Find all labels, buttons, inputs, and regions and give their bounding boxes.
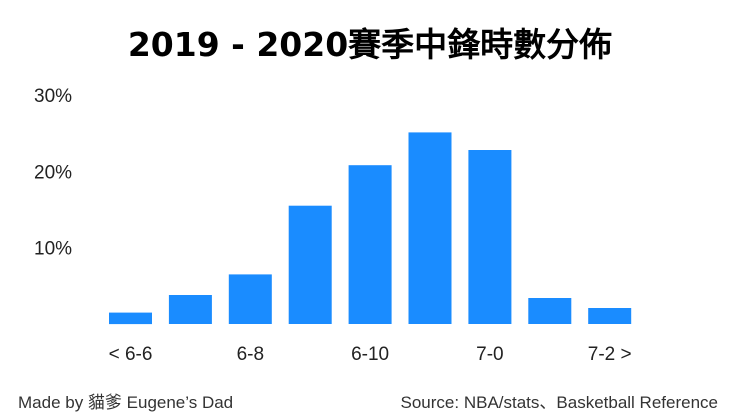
bar-6-10: [348, 165, 392, 324]
x-axis-tick-labels: < 6-6 6-8 6-10 7-0 7-2 >: [109, 344, 632, 365]
x-tick-label: 7-0: [476, 344, 503, 365]
bar-7-1: [528, 298, 572, 324]
bar-7-2: [588, 308, 632, 324]
bar-6-9: [288, 205, 332, 324]
y-axis-tick-labels: 10% 20% 30%: [34, 86, 72, 260]
bar-6-11: [408, 132, 452, 324]
bar-group: [109, 132, 632, 325]
bar-6-7: [168, 295, 212, 324]
x-tick-label: 7-2 >: [588, 344, 632, 365]
credit-text: Made by 貓爹 Eugene’s Dad: [18, 393, 234, 412]
y-tick-label: 30%: [34, 86, 72, 107]
y-tick-label: 20%: [34, 162, 72, 183]
bar-7-0: [468, 150, 512, 324]
bar-6-8: [228, 274, 272, 324]
chart-title: 2019 - 2020賽季中鋒時數分佈: [127, 25, 613, 64]
y-tick-label: 10%: [34, 239, 72, 260]
x-tick-label: 6-8: [237, 344, 264, 365]
bar-6-6: [109, 312, 152, 325]
source-text: Source: NBA/stats、Basketball Reference: [400, 393, 718, 412]
x-tick-label: 6-10: [351, 344, 389, 365]
x-tick-label: < 6-6: [109, 344, 153, 365]
